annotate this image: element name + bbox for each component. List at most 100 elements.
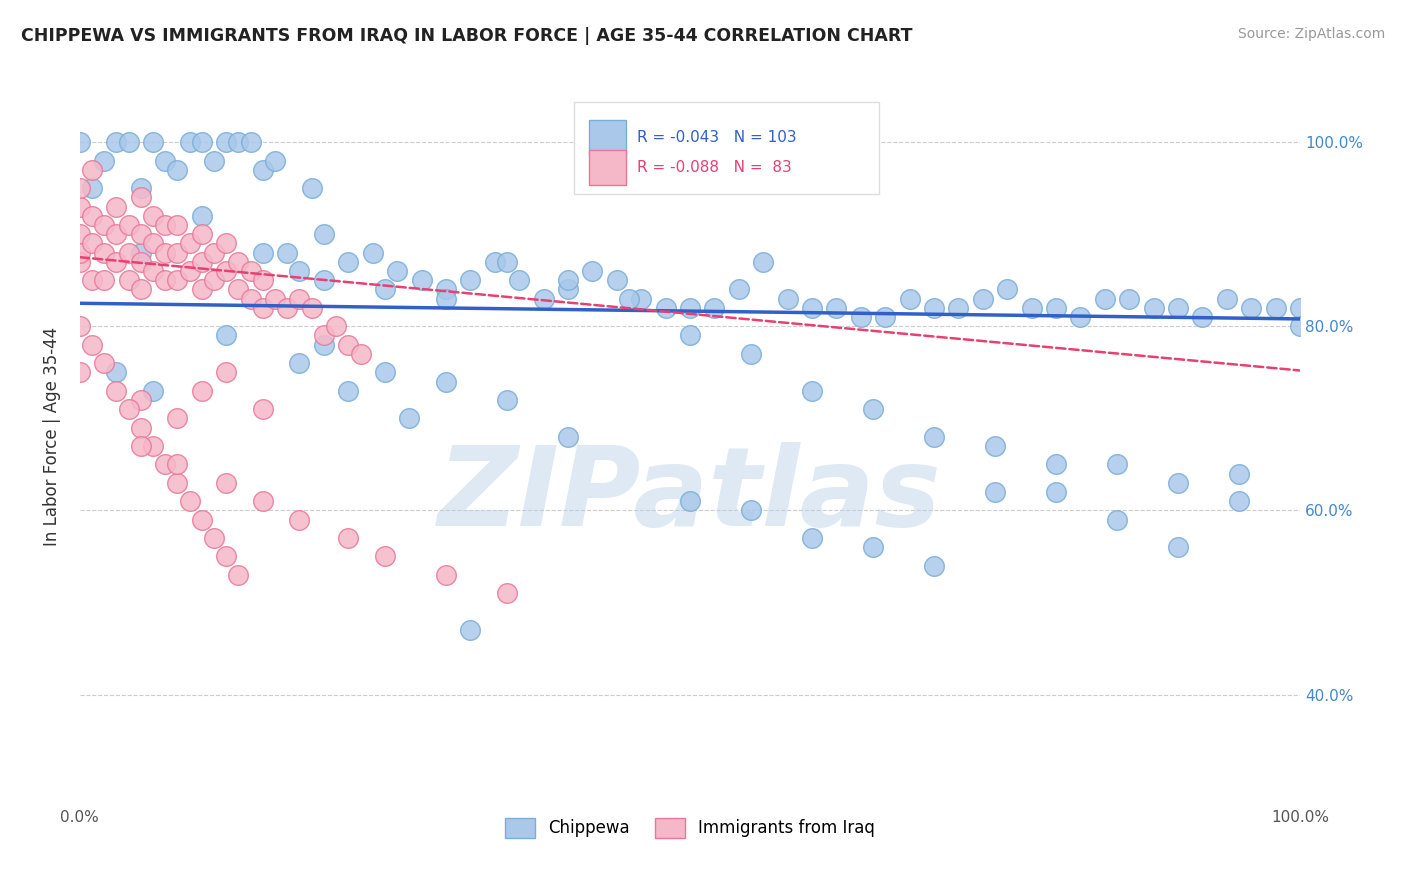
Point (288, 356, 311, 370)
Point (411, 273, 433, 287)
Point (105, 255, 128, 269)
Point (361, 245, 384, 260)
Point (252, 402, 274, 417)
Point (93, 245, 115, 260)
Point (252, 162, 274, 177)
Point (374, 283, 396, 297)
Point (557, 430, 579, 444)
Point (434, 292, 457, 306)
Point (312, 328, 335, 343)
Point (1045, 301, 1067, 315)
Point (69, 181, 91, 195)
Point (922, 301, 945, 315)
Point (215, 135, 238, 149)
Point (776, 292, 799, 306)
Point (1289, 301, 1312, 315)
Point (276, 301, 298, 315)
Point (630, 292, 652, 306)
Point (191, 384, 214, 398)
Point (166, 475, 188, 490)
Point (948, 301, 970, 315)
FancyBboxPatch shape (589, 150, 627, 185)
Point (995, 283, 1018, 297)
Point (142, 439, 165, 453)
Point (1264, 301, 1286, 315)
Point (142, 209, 165, 223)
Point (337, 255, 360, 269)
Point (374, 365, 396, 379)
Point (740, 347, 762, 361)
Point (80, 236, 103, 251)
Point (434, 283, 457, 297)
Point (166, 411, 188, 425)
Point (849, 310, 872, 324)
Point (118, 273, 141, 287)
Point (228, 567, 250, 582)
Point (1191, 310, 1213, 324)
Text: R = -0.088   N =  83: R = -0.088 N = 83 (637, 160, 792, 175)
Point (80, 181, 103, 195)
Point (825, 301, 848, 315)
Point (179, 236, 201, 251)
Point (1167, 475, 1189, 490)
Point (1118, 292, 1140, 306)
Point (1142, 301, 1164, 315)
Point (337, 531, 360, 545)
Y-axis label: In Labor Force | Age 35-44: In Labor Force | Age 35-44 (44, 327, 60, 546)
Point (129, 283, 152, 297)
Point (191, 209, 214, 223)
Point (875, 310, 897, 324)
Point (862, 402, 884, 417)
Point (69, 365, 91, 379)
Point (862, 540, 884, 554)
Point (264, 292, 287, 306)
Point (276, 245, 298, 260)
Point (1167, 540, 1189, 554)
Point (325, 319, 347, 334)
Point (337, 384, 360, 398)
FancyBboxPatch shape (589, 120, 627, 155)
Point (922, 430, 945, 444)
Point (800, 301, 823, 315)
Point (80, 209, 103, 223)
Point (166, 458, 188, 472)
Point (142, 236, 165, 251)
Point (252, 273, 274, 287)
Point (533, 292, 555, 306)
Point (984, 485, 1007, 500)
Point (155, 458, 177, 472)
Legend: Chippewa, Immigrants from Iraq: Chippewa, Immigrants from Iraq (498, 811, 882, 845)
Point (239, 264, 262, 278)
Point (1227, 467, 1250, 481)
Point (312, 227, 335, 242)
Point (496, 586, 519, 600)
Point (105, 384, 128, 398)
Point (129, 392, 152, 407)
Point (228, 255, 250, 269)
Point (264, 153, 287, 168)
Text: Source: ZipAtlas.com: Source: ZipAtlas.com (1237, 27, 1385, 41)
Point (118, 135, 141, 149)
Point (202, 245, 225, 260)
Point (654, 301, 676, 315)
Point (800, 384, 823, 398)
Point (129, 245, 152, 260)
Point (1045, 458, 1067, 472)
Point (1021, 301, 1043, 315)
Point (239, 135, 262, 149)
Point (69, 245, 91, 260)
Point (129, 255, 152, 269)
Point (972, 292, 994, 306)
Point (69, 227, 91, 242)
Point (191, 283, 214, 297)
Point (1105, 513, 1128, 527)
Point (215, 365, 238, 379)
Text: ZIPatlas: ZIPatlas (439, 442, 942, 549)
Point (374, 549, 396, 564)
Point (179, 494, 201, 508)
Point (228, 135, 250, 149)
Point (800, 531, 823, 545)
Point (80, 273, 103, 287)
Point (69, 319, 91, 334)
Point (496, 392, 519, 407)
